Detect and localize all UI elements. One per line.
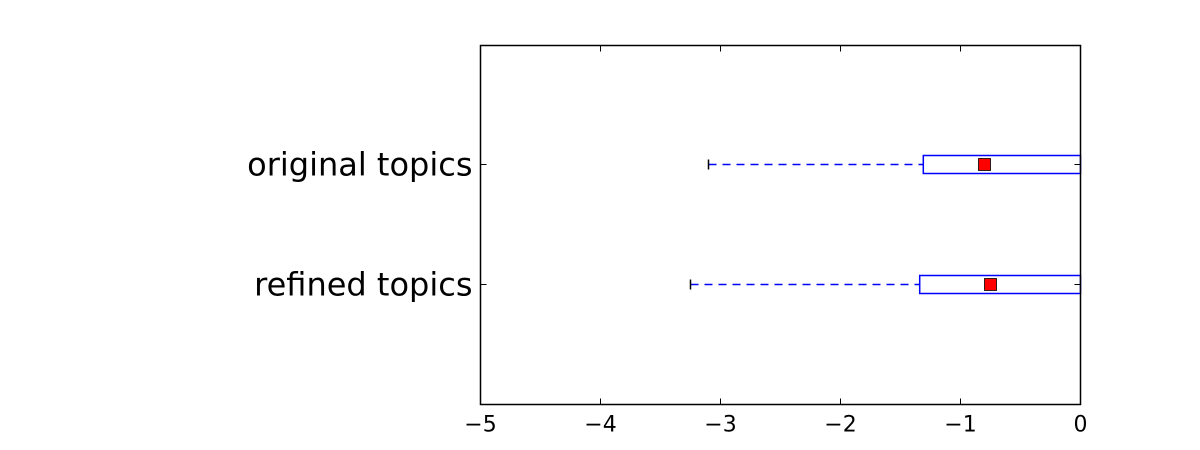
mean-marker <box>978 158 991 171</box>
box <box>922 154 1082 175</box>
mean-marker <box>984 278 997 291</box>
x-tick-label: −2 <box>824 413 856 438</box>
x-tick-label: −1 <box>944 413 976 438</box>
plot-frame <box>479 44 1082 406</box>
x-tick-label: −5 <box>464 413 496 438</box>
plot-marks <box>689 154 1082 295</box>
category-label: original topics <box>247 146 472 184</box>
axis-ticks: original topics refined topics −5 −4 −3 −2 −1 0 <box>247 45 1088 438</box>
x-tick-label: −4 <box>584 413 616 438</box>
category-label: refined topics <box>254 266 472 304</box>
x-tick-label: 0 <box>1074 413 1088 438</box>
x-tick-label: −3 <box>704 413 736 438</box>
box <box>918 274 1082 295</box>
